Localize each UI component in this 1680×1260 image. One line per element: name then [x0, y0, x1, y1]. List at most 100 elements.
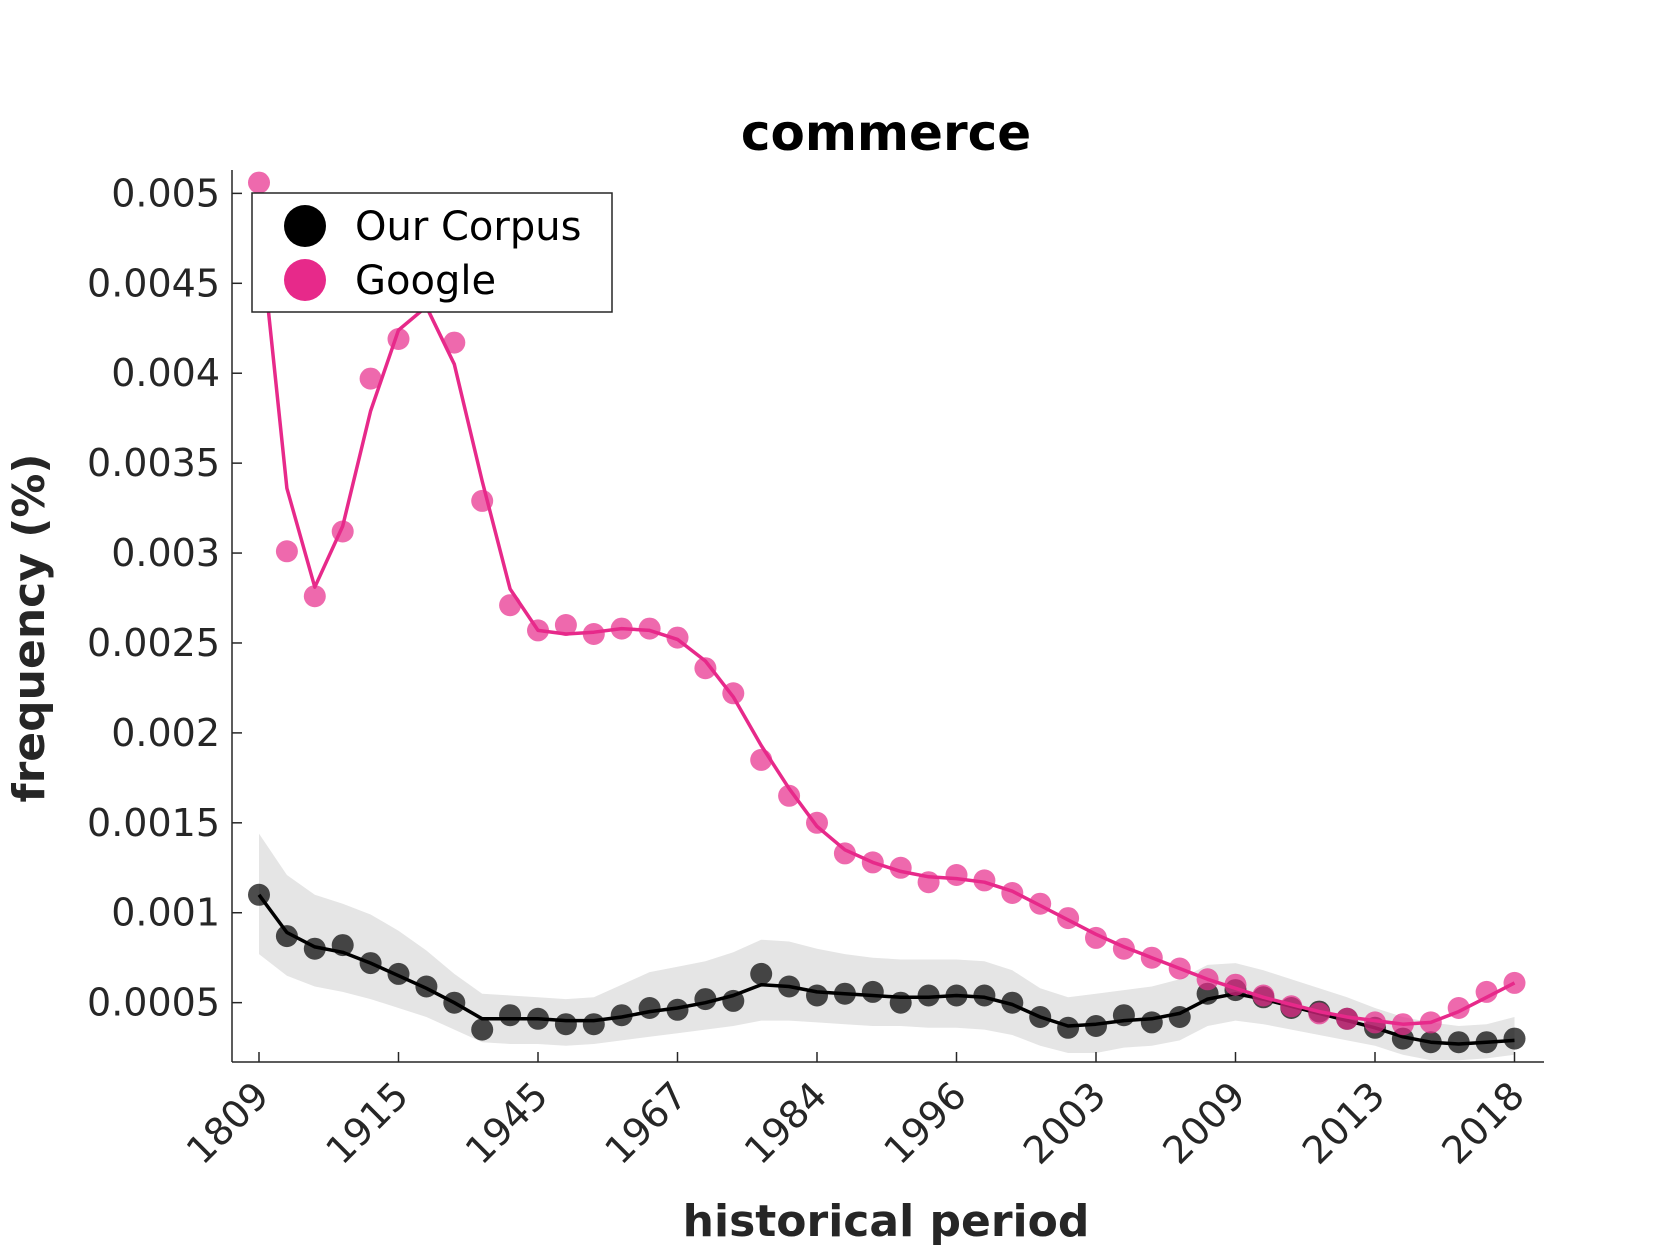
- y-tick-label: 0.002: [111, 711, 220, 755]
- y-tick-label: 0.0025: [87, 621, 220, 665]
- data-point-google: [1503, 971, 1526, 994]
- data-point-our-corpus: [359, 952, 382, 975]
- data-point-google: [1140, 946, 1163, 969]
- data-point-our-corpus: [443, 991, 466, 1014]
- data-point-google: [303, 585, 326, 608]
- x-tick-label: 1945: [457, 1073, 557, 1173]
- data-point-google: [1391, 1013, 1414, 1036]
- legend-label-our-corpus: Our Corpus: [355, 204, 581, 250]
- data-point-google: [778, 784, 801, 807]
- data-point-google: [527, 619, 549, 642]
- legend-marker-our-corpus: [284, 205, 326, 247]
- data-point-our-corpus: [778, 975, 801, 998]
- data-point-our-corpus: [1503, 1027, 1526, 1050]
- data-point-google: [1364, 1011, 1386, 1034]
- data-point-our-corpus: [973, 984, 996, 1007]
- data-point-google: [1112, 937, 1135, 960]
- data-point-our-corpus: [610, 1004, 633, 1027]
- y-tick-label: 0.005: [111, 171, 220, 215]
- data-point-our-corpus: [1001, 991, 1024, 1014]
- data-point-google: [359, 367, 382, 390]
- data-point-google: [331, 520, 354, 543]
- legend: Our Corpus Google: [251, 192, 613, 313]
- data-point-our-corpus: [750, 962, 773, 985]
- data-point-our-corpus: [582, 1013, 605, 1036]
- data-point-our-corpus: [527, 1007, 549, 1030]
- data-point-google: [1419, 1011, 1442, 1034]
- data-point-our-corpus: [387, 962, 410, 985]
- data-point-google: [750, 748, 773, 771]
- data-point-our-corpus: [471, 1018, 494, 1041]
- data-point-our-corpus: [1447, 1031, 1470, 1054]
- data-point-our-corpus: [806, 984, 828, 1007]
- y-axis: 0.0005 0.001 0.0015 0.002 0.0025 0.003 0.0035 0…: [87, 170, 242, 1062]
- data-point-google: [499, 594, 522, 617]
- data-point-google: [443, 331, 466, 354]
- data-point-google: [917, 871, 940, 894]
- data-point-our-corpus: [1057, 1016, 1080, 1039]
- data-point-our-corpus: [1029, 1006, 1052, 1028]
- data-point-google: [387, 328, 410, 350]
- data-point-our-corpus: [1140, 1011, 1163, 1034]
- data-point-google: [1224, 973, 1247, 996]
- data-point-google: [1280, 995, 1303, 1018]
- data-point-google: [889, 856, 912, 879]
- x-tick-label: 1967: [596, 1073, 696, 1173]
- data-point-google: [1336, 1007, 1359, 1030]
- data-point-our-corpus: [275, 925, 298, 948]
- data-point-google: [1029, 892, 1052, 915]
- y-tick-label: 0.0035: [87, 441, 220, 485]
- data-point-our-corpus: [861, 980, 884, 1003]
- data-point-our-corpus: [1168, 1006, 1191, 1028]
- data-point-google: [582, 623, 605, 645]
- data-point-google: [1001, 882, 1024, 904]
- data-point-google: [1252, 984, 1275, 1007]
- x-tick-label: 2003: [1015, 1073, 1115, 1173]
- data-point-google: [554, 614, 577, 636]
- data-point-google: [610, 617, 633, 640]
- data-point-google: [638, 617, 661, 640]
- data-point-our-corpus: [1419, 1031, 1442, 1054]
- data-point-our-corpus: [917, 984, 940, 1007]
- plot-area: [248, 171, 1526, 1061]
- data-point-our-corpus: [889, 991, 912, 1014]
- x-tick-label: 2013: [1294, 1073, 1394, 1173]
- data-point-google: [1168, 957, 1191, 980]
- y-axis-label: frequency (%): [4, 453, 55, 802]
- data-point-google: [806, 811, 828, 834]
- data-point-google: [471, 489, 494, 512]
- data-point-our-corpus: [554, 1013, 577, 1036]
- data-point-google: [1196, 968, 1219, 991]
- x-tick-label: 1915: [317, 1073, 417, 1173]
- data-point-google: [666, 626, 689, 649]
- data-point-our-corpus: [666, 998, 689, 1021]
- x-tick-label: 1984: [736, 1073, 836, 1173]
- data-point-google: [248, 171, 270, 194]
- x-axis: 1809 1915 1945 1967 1984 1996 2003 2009 2013 2018: [178, 1052, 1544, 1173]
- chart-title: commerce: [741, 104, 1031, 162]
- y-tick-label: 0.004: [111, 351, 220, 395]
- data-point-our-corpus: [722, 989, 745, 1012]
- data-point-google: [1057, 907, 1080, 930]
- legend-label-google: Google: [355, 258, 496, 304]
- data-point-our-corpus: [499, 1004, 522, 1027]
- data-point-google: [973, 869, 996, 892]
- legend-marker-google: [284, 259, 326, 301]
- x-tick-label: 2018: [1433, 1073, 1533, 1173]
- y-tick-label: 0.0005: [87, 981, 220, 1025]
- data-point-our-corpus: [1475, 1031, 1498, 1054]
- data-point-our-corpus: [331, 934, 354, 957]
- y-tick-label: 0.001: [111, 891, 220, 935]
- x-tick-label: 1996: [875, 1073, 975, 1173]
- data-point-our-corpus: [638, 997, 661, 1019]
- data-point-our-corpus: [833, 982, 856, 1005]
- data-point-our-corpus: [1085, 1015, 1107, 1037]
- data-point-google: [945, 864, 968, 886]
- data-point-google: [1447, 997, 1470, 1019]
- data-point-our-corpus: [694, 988, 717, 1011]
- trend-line-google: [257, 220, 1516, 1026]
- x-axis-label: historical period: [683, 1196, 1090, 1247]
- data-point-google: [833, 842, 856, 865]
- data-point-google: [1085, 926, 1107, 949]
